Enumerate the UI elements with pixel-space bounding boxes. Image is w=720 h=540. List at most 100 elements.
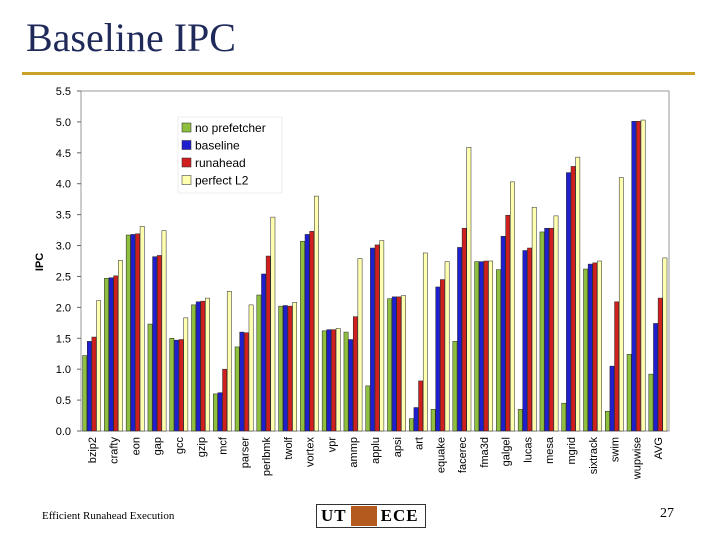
bar-no-prefetcher-avg [648,373,654,432]
bar-no-prefetcher-galgel [496,269,501,432]
bar-perfect-l2-bzip2 [96,300,102,432]
bar-baseline-crafty [108,277,114,432]
bar-baseline-gcc [174,339,179,432]
x-tick-label: swim [610,437,622,462]
legend-swatch [181,157,192,168]
bar-runahead-gzip [200,300,206,432]
bar-baseline-eon [130,234,136,432]
x-tick-label: gap [152,437,164,455]
bar-runahead-parser [244,332,249,432]
bar-perfect-l2-applu [379,240,385,432]
legend-swatch [181,140,192,150]
x-tick-label: gcc [174,437,186,455]
bar-baseline-sixtrack [587,263,593,432]
y-tick-label: 5.5 [56,86,71,98]
logo-left-text: UT [321,506,347,525]
x-tick-label: ammp [348,437,360,468]
y-tick-label: 2.5 [56,271,71,283]
x-tick-label: crafty [109,437,121,464]
bar-no-prefetcher-ammp [343,331,349,432]
bar-perfect-l2-vpr [335,328,341,432]
bar-perfect-l2-ammp [357,258,363,432]
x-tick-label: wupwise [631,437,643,480]
page-number: 27 [660,506,674,521]
bar-runahead-bzip2 [91,336,97,432]
legend-label: baseline [195,139,240,153]
bar-perfect-l2-swim [618,177,624,432]
bar-no-prefetcher-gap [147,323,153,432]
x-tick-label: mcf [218,436,230,455]
x-tick-label: eon [130,437,142,455]
bar-baseline-fma3d [478,261,484,432]
bar-no-prefetcher-sixtrack [583,268,588,432]
bar-perfect-l2-mcf [226,291,232,432]
x-tick-label: equake [435,437,447,473]
bar-baseline-gzip [195,301,201,432]
bar-perfect-l2-lucas [531,206,537,432]
y-tick-label: 0.5 [56,395,71,407]
bar-runahead-apsi [396,296,402,432]
x-tick-label: mesa [544,436,556,464]
bar-no-prefetcher-mgrid [561,402,567,432]
bar-baseline-mesa [544,227,550,432]
y-tick-label: 1.0 [56,364,71,376]
bar-no-prefetcher-apsi [387,298,392,432]
bar-baseline-wupwise [631,121,637,432]
x-tick-label: twolf [283,436,295,460]
bar-baseline-vpr [326,329,332,432]
bar-no-prefetcher-crafty [104,278,109,432]
bar-runahead-swim [614,301,620,432]
y-axis-label: IPC [34,253,46,271]
bar-no-prefetcher-mesa [539,231,545,432]
x-tick-label: sixtrack [588,437,600,475]
bar-runahead-eon [135,233,140,432]
bar-no-prefetcher-applu [365,385,371,432]
logo-right-text: ECE [380,506,419,525]
y-tick-label: 0.0 [56,426,71,438]
x-tick-label: parser [239,437,251,469]
bar-no-prefetcher-fma3d [474,261,480,432]
bar-baseline-twolf [282,305,288,432]
bar-no-prefetcher-eon [125,234,131,432]
bar-baseline-applu [370,247,375,432]
bar-baseline-vortex [304,234,310,432]
bar-perfect-l2-gap [161,230,167,432]
bar-runahead-ammp [352,316,358,432]
bar-runahead-lucas [527,247,532,432]
bar-baseline-equake [435,286,441,432]
bar-perfect-l2-mgrid [575,156,581,432]
slide-title: Baseline IPC [26,15,236,60]
bar-no-prefetcher-gzip [191,304,196,432]
y-tick-label: 4.5 [56,148,71,160]
bar-runahead-mgrid [570,166,576,432]
bar-baseline-gap [152,256,158,432]
x-tick-label: fma3d [479,437,491,468]
x-tick-label: vortex [305,437,317,467]
bar-perfect-l2-fma3d [488,260,494,432]
legend-label: no prefetcher [195,121,266,135]
bar-perfect-l2-equake [444,261,450,432]
bar-no-prefetcher-wupwise [626,354,632,432]
bar-baseline-bzip2 [86,341,92,432]
bar-runahead-vpr [331,329,336,432]
bar-perfect-l2-galgel [510,181,515,432]
bar-runahead-equake [440,279,445,432]
bar-perfect-l2-wupwise [640,119,646,432]
y-tick-label: 1.5 [56,333,71,345]
bar-baseline-art [413,407,419,432]
y-tick-label: 3.0 [56,241,71,253]
title-rule [22,72,695,75]
bar-perfect-l2-parser [248,304,254,432]
bar-perfect-l2-apsi [401,295,406,432]
bar-no-prefetcher-twolf [278,305,284,432]
y-tick-label: 2.0 [56,302,71,314]
bar-perfect-l2-twolf [292,302,298,432]
bar-runahead-gap [156,255,162,432]
bar-no-prefetcher-mcf [213,393,218,432]
legend-swatch [181,175,192,185]
bar-perfect-l2-crafty [118,260,123,432]
legend-box [177,116,283,194]
x-axis: bzip2 crafty eon gap gcc gzip mcf parser perlbmk… [87,436,665,480]
bar-runahead-sixtrack [592,262,598,432]
x-tick-label: art [414,437,426,450]
